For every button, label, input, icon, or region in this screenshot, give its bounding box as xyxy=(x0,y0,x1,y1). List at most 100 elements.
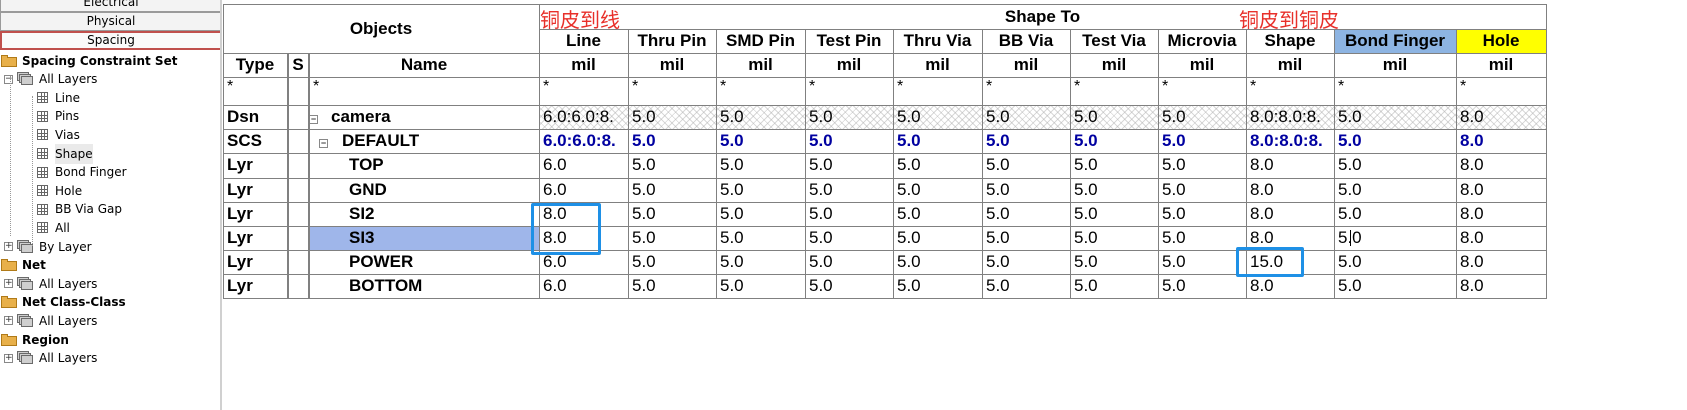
tree-item-net-class-class[interactable]: Net Class-Class xyxy=(1,292,126,312)
filter-cell[interactable]: * xyxy=(1460,78,1467,95)
value-cell[interactable]: 5.0 xyxy=(720,276,744,295)
column-header-test-via[interactable]: Test Via xyxy=(1082,31,1146,50)
value-cell[interactable]: 5.0 xyxy=(632,180,656,199)
tree-item-all-layers[interactable]: + All Layers xyxy=(4,348,97,368)
value-cell[interactable]: 5.0 xyxy=(1074,155,1098,174)
value-cell[interactable]: 5.0 xyxy=(1158,105,1246,129)
value-cell[interactable]: 5.0 xyxy=(1074,180,1098,199)
tree-item-net[interactable]: Net xyxy=(1,255,46,275)
row-name-cell[interactable]: − camera xyxy=(309,105,539,129)
column-header-bb-via[interactable]: BB Via xyxy=(998,31,1054,50)
tree-item-all-layers[interactable]: + All Layers xyxy=(4,310,97,330)
value-cell[interactable]: 8.0 xyxy=(1460,252,1484,271)
value-cell[interactable]: 8.0:8.0:8. xyxy=(1246,105,1334,129)
name-header[interactable]: Name xyxy=(400,55,448,74)
value-cell[interactable]: 8.0 xyxy=(1460,276,1484,295)
row-name-cell[interactable]: SI3 xyxy=(309,226,539,250)
value-cell[interactable]: 5.0 xyxy=(986,252,1010,271)
value-cell[interactable]: 8.0 xyxy=(1460,180,1484,199)
value-cell[interactable]: 8.0 xyxy=(1250,204,1274,223)
value-cell[interactable]: 8.0 xyxy=(1460,155,1484,174)
tree-item-all-layers[interactable]: + All Layers xyxy=(4,273,97,293)
value-cell[interactable]: 5.0 xyxy=(1074,204,1098,223)
filter-cell[interactable]: * xyxy=(720,78,727,95)
column-header-microvia[interactable]: Microvia xyxy=(1167,31,1237,50)
value-cell[interactable]: 5.0 xyxy=(1074,276,1098,295)
value-cell[interactable]: 8.0 xyxy=(543,228,567,247)
value-cell[interactable]: 5.0 xyxy=(720,204,744,223)
value-cell[interactable]: 5.0 xyxy=(632,131,656,150)
filter-cell[interactable]: * xyxy=(897,78,904,95)
value-cell[interactable]: 5.0 xyxy=(632,204,656,223)
value-cell[interactable]: 5.0 xyxy=(897,180,921,199)
filter-cell[interactable]: * xyxy=(809,78,816,95)
row-name-cell[interactable]: − DEFAULT xyxy=(309,129,539,153)
tree-item-shape[interactable]: Shape xyxy=(37,143,93,164)
value-cell[interactable]: 5.0 xyxy=(897,252,921,271)
row-s-cell[interactable] xyxy=(287,274,309,298)
type-header[interactable]: Type xyxy=(235,55,275,74)
tree-item-pins[interactable]: Pins xyxy=(37,106,79,126)
value-cell[interactable]: 5.0 xyxy=(986,204,1010,223)
s-header[interactable]: S xyxy=(292,55,304,74)
value-cell[interactable]: 5.0 xyxy=(897,204,921,223)
row-s-cell[interactable] xyxy=(287,153,309,178)
row-name-cell[interactable]: GND xyxy=(309,178,539,202)
value-cell[interactable]: 5.0 xyxy=(720,155,744,174)
tree-item-all-layers[interactable]: − All Layers xyxy=(4,69,97,89)
tree-item-bb-via-gap[interactable]: BB Via Gap xyxy=(37,199,122,219)
value-cell[interactable]: 5.0 xyxy=(628,105,716,129)
tree-item-bond-finger[interactable]: Bond Finger xyxy=(37,162,127,182)
filter-cell[interactable]: * xyxy=(1338,78,1345,95)
value-cell[interactable]: 5.0 xyxy=(809,180,833,199)
expand-icon[interactable]: + xyxy=(4,241,13,251)
value-cell[interactable]: 8.0 xyxy=(1250,180,1274,199)
value-cell[interactable]: 5.0 xyxy=(809,131,833,150)
value-cell[interactable]: 5.0 xyxy=(1338,204,1362,223)
value-cell[interactable]: 5.0 xyxy=(982,105,1070,129)
value-cell[interactable]: 5.0 xyxy=(1162,276,1186,295)
value-cell[interactable]: 5.0 xyxy=(809,252,833,271)
column-header-hole[interactable]: Hole xyxy=(1456,29,1546,53)
value-cell[interactable]: 5.0 xyxy=(809,155,833,174)
value-cell[interactable]: 6.0 xyxy=(543,276,567,295)
value-cell[interactable]: 6.0 xyxy=(543,155,567,174)
tab-physical[interactable]: Physical xyxy=(0,12,222,31)
value-cell[interactable]: 5.0 xyxy=(632,228,656,247)
value-cell[interactable]: 8.0 xyxy=(1460,228,1484,247)
value-cell[interactable]: 8.0 xyxy=(1460,204,1484,223)
value-cell[interactable]: 5.0 xyxy=(1074,252,1098,271)
filter-cell[interactable]: * xyxy=(1074,78,1081,95)
filter-cell[interactable]: * xyxy=(543,78,550,95)
value-cell[interactable]: 5.0 xyxy=(632,252,656,271)
column-header-thru-pin[interactable]: Thru Pin xyxy=(637,31,707,50)
value-cell[interactable]: 5.0 xyxy=(986,131,1010,150)
value-cell[interactable]: 8.0:8.0:8. xyxy=(1250,131,1323,150)
filter-cell[interactable]: * xyxy=(227,78,234,95)
tree-item-spacing-constraint-set[interactable]: Spacing Constraint Set xyxy=(1,50,177,70)
filter-cell[interactable]: * xyxy=(1162,78,1169,95)
column-header-thru-via[interactable]: Thru Via xyxy=(903,31,972,50)
row-name-cell[interactable]: SI2 xyxy=(309,202,539,226)
value-cell[interactable]: 8.0 xyxy=(1250,155,1274,174)
value-cell[interactable]: 5.0 xyxy=(805,105,893,129)
value-cell[interactable]: 5.0 xyxy=(1338,131,1362,150)
value-cell[interactable]: 5.0 xyxy=(986,228,1010,247)
tree-item-all[interactable]: All xyxy=(37,217,70,237)
row-name-cell[interactable]: TOP xyxy=(309,153,539,178)
value-cell[interactable]: 5.0 xyxy=(1338,252,1362,271)
row-s-cell[interactable] xyxy=(287,226,309,250)
value-cell[interactable]: 5.0 xyxy=(716,105,805,129)
tab-electrical[interactable]: Electrical xyxy=(0,0,222,12)
collapse-icon[interactable]: − xyxy=(309,114,318,124)
value-cell[interactable]: 5.0 xyxy=(986,180,1010,199)
value-cell[interactable]: 6.0 xyxy=(543,180,567,199)
value-cell[interactable]: 8.0 xyxy=(1250,276,1274,295)
column-header-smd-pin[interactable]: SMD Pin xyxy=(726,31,795,50)
value-cell[interactable]: 5.0 xyxy=(720,228,744,247)
column-header-shape[interactable]: Shape xyxy=(1264,31,1316,50)
value-cell[interactable]: 5.0 xyxy=(897,155,921,174)
value-cell[interactable]: 5.0 xyxy=(809,276,833,295)
value-cell[interactable]: 5.0 xyxy=(1162,155,1186,174)
value-cell[interactable]: 5.0 xyxy=(897,228,921,247)
